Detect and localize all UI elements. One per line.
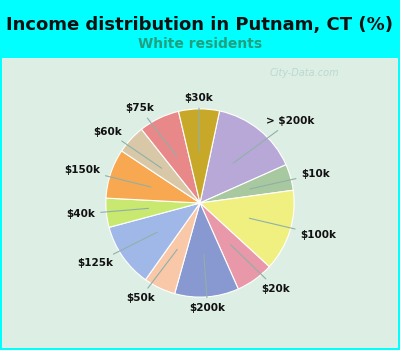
Text: $50k: $50k bbox=[126, 250, 177, 303]
FancyBboxPatch shape bbox=[2, 58, 398, 348]
Text: $125k: $125k bbox=[78, 232, 157, 268]
Wedge shape bbox=[142, 111, 200, 203]
Text: $30k: $30k bbox=[184, 93, 213, 151]
Wedge shape bbox=[200, 111, 286, 203]
Wedge shape bbox=[106, 198, 200, 228]
Wedge shape bbox=[178, 109, 220, 203]
Text: > $200k: > $200k bbox=[233, 116, 315, 163]
Text: $75k: $75k bbox=[125, 103, 177, 157]
Wedge shape bbox=[200, 203, 269, 289]
Wedge shape bbox=[106, 151, 200, 203]
Text: $200k: $200k bbox=[190, 254, 226, 313]
Wedge shape bbox=[175, 203, 238, 297]
Text: City-Data.com: City-Data.com bbox=[269, 69, 339, 78]
Wedge shape bbox=[109, 203, 200, 280]
Text: $150k: $150k bbox=[64, 165, 151, 187]
Text: $60k: $60k bbox=[94, 127, 162, 168]
Text: White residents: White residents bbox=[138, 37, 262, 51]
Text: $40k: $40k bbox=[66, 208, 148, 219]
Wedge shape bbox=[200, 165, 293, 203]
Wedge shape bbox=[146, 203, 200, 294]
Wedge shape bbox=[200, 190, 294, 267]
Text: $20k: $20k bbox=[230, 245, 290, 294]
Text: $10k: $10k bbox=[250, 169, 330, 189]
Text: $100k: $100k bbox=[250, 218, 336, 239]
Wedge shape bbox=[122, 129, 200, 203]
Text: Income distribution in Putnam, CT (%): Income distribution in Putnam, CT (%) bbox=[6, 16, 394, 34]
